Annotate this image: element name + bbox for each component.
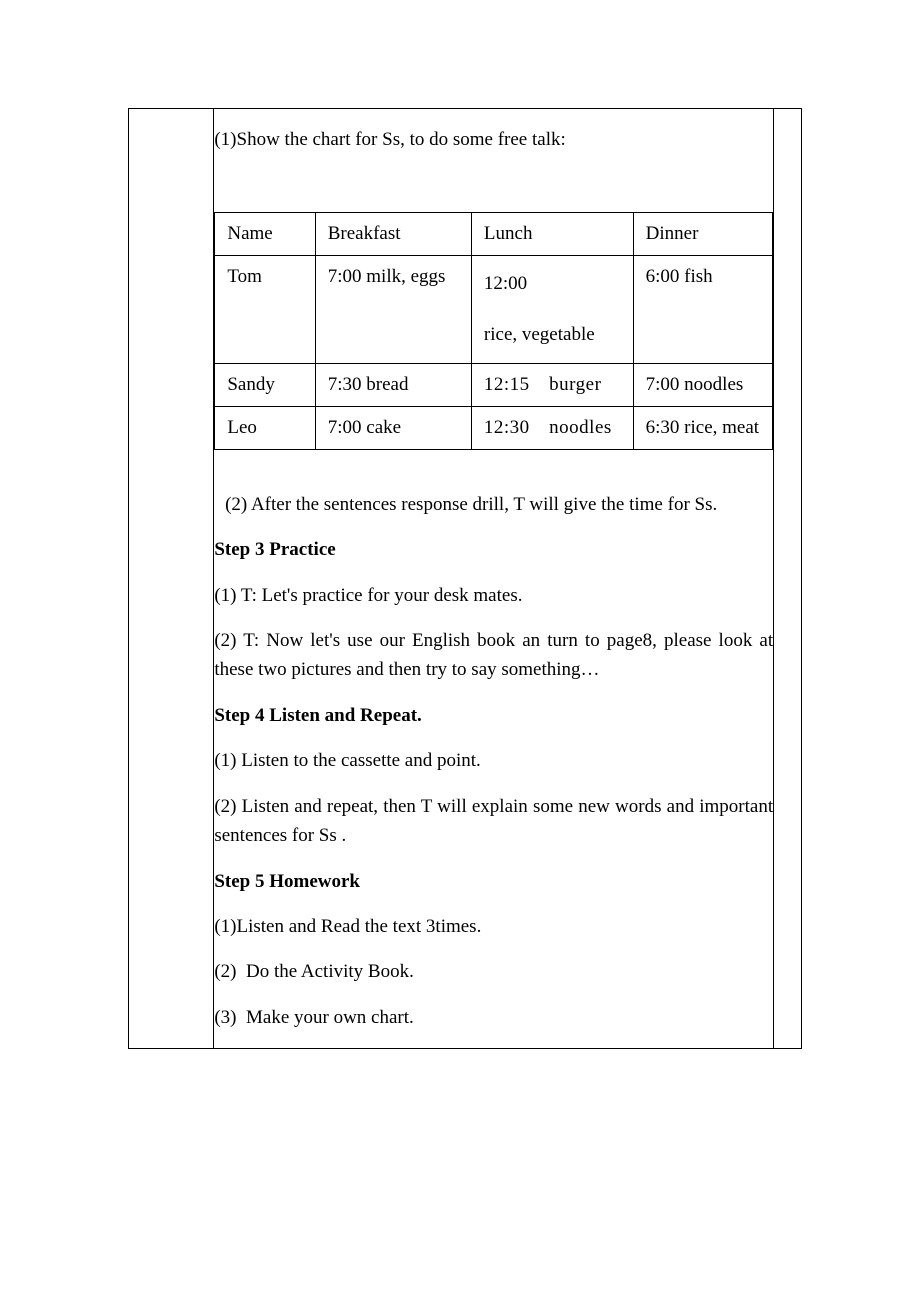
- cell-dinner: 6:30 rice, meat: [633, 406, 772, 449]
- step5-p3: (3) Make your own chart.: [214, 1003, 773, 1032]
- cell-lunch: 12:15 burger: [471, 363, 633, 406]
- step5-p2: (2) Do the Activity Book.: [214, 957, 773, 986]
- cell-name: Tom: [215, 256, 315, 363]
- cell-dinner: 6:00 fish: [633, 256, 772, 363]
- header-breakfast: Breakfast: [315, 213, 471, 256]
- table-row: Sandy 7:30 bread 12:15 burger 7:00 noodl…: [215, 363, 773, 406]
- step3-p2: (2) T: Now let's use our English book an…: [214, 626, 773, 685]
- cell-name: Leo: [215, 406, 315, 449]
- table-row: Leo 7:00 cake 12:30 noodles 6:30 rice, m…: [215, 406, 773, 449]
- step3-p1: (1) T: Let's practice for your desk mate…: [214, 581, 773, 610]
- intro-text: (1)Show the chart for Ss, to do some fre…: [214, 125, 773, 154]
- step3-title: Step 3 Practice: [214, 535, 773, 564]
- right-margin-cell: [774, 109, 802, 1049]
- lunch-line1: 12:00: [484, 266, 621, 302]
- table-header-row: Name Breakfast Lunch Dinner: [215, 213, 773, 256]
- table-row: Tom 7:00 milk, eggs 12:00 rice, vegetabl…: [215, 256, 773, 363]
- meals-chart-table: Name Breakfast Lunch Dinner Tom 7:00 mil…: [214, 212, 773, 449]
- step4-title: Step 4 Listen and Repeat.: [214, 701, 773, 730]
- main-content-cell: (1)Show the chart for Ss, to do some fre…: [214, 109, 774, 1049]
- cell-breakfast: 7:00 milk, eggs: [315, 256, 471, 363]
- step4-p2: (2) Listen and repeat, then T will expla…: [214, 792, 773, 851]
- lesson-outer-table: (1)Show the chart for Ss, to do some fre…: [128, 108, 802, 1049]
- lunch-line2: rice, vegetable: [484, 317, 621, 353]
- header-lunch: Lunch: [471, 213, 633, 256]
- step5-p1: (1)Listen and Read the text 3times.: [214, 912, 773, 941]
- cell-dinner: 7:00 noodles: [633, 363, 772, 406]
- header-dinner: Dinner: [633, 213, 772, 256]
- cell-lunch: 12:30 noodles: [471, 406, 633, 449]
- step4-p1: (1) Listen to the cassette and point.: [214, 746, 773, 775]
- cell-breakfast: 7:00 cake: [315, 406, 471, 449]
- cell-breakfast: 7:30 bread: [315, 363, 471, 406]
- left-margin-cell: [129, 109, 214, 1049]
- step5-title: Step 5 Homework: [214, 867, 773, 896]
- after-table-text: (2) After the sentences response drill, …: [220, 490, 773, 519]
- header-name: Name: [215, 213, 315, 256]
- cell-lunch: 12:00 rice, vegetable: [471, 256, 633, 363]
- cell-name: Sandy: [215, 363, 315, 406]
